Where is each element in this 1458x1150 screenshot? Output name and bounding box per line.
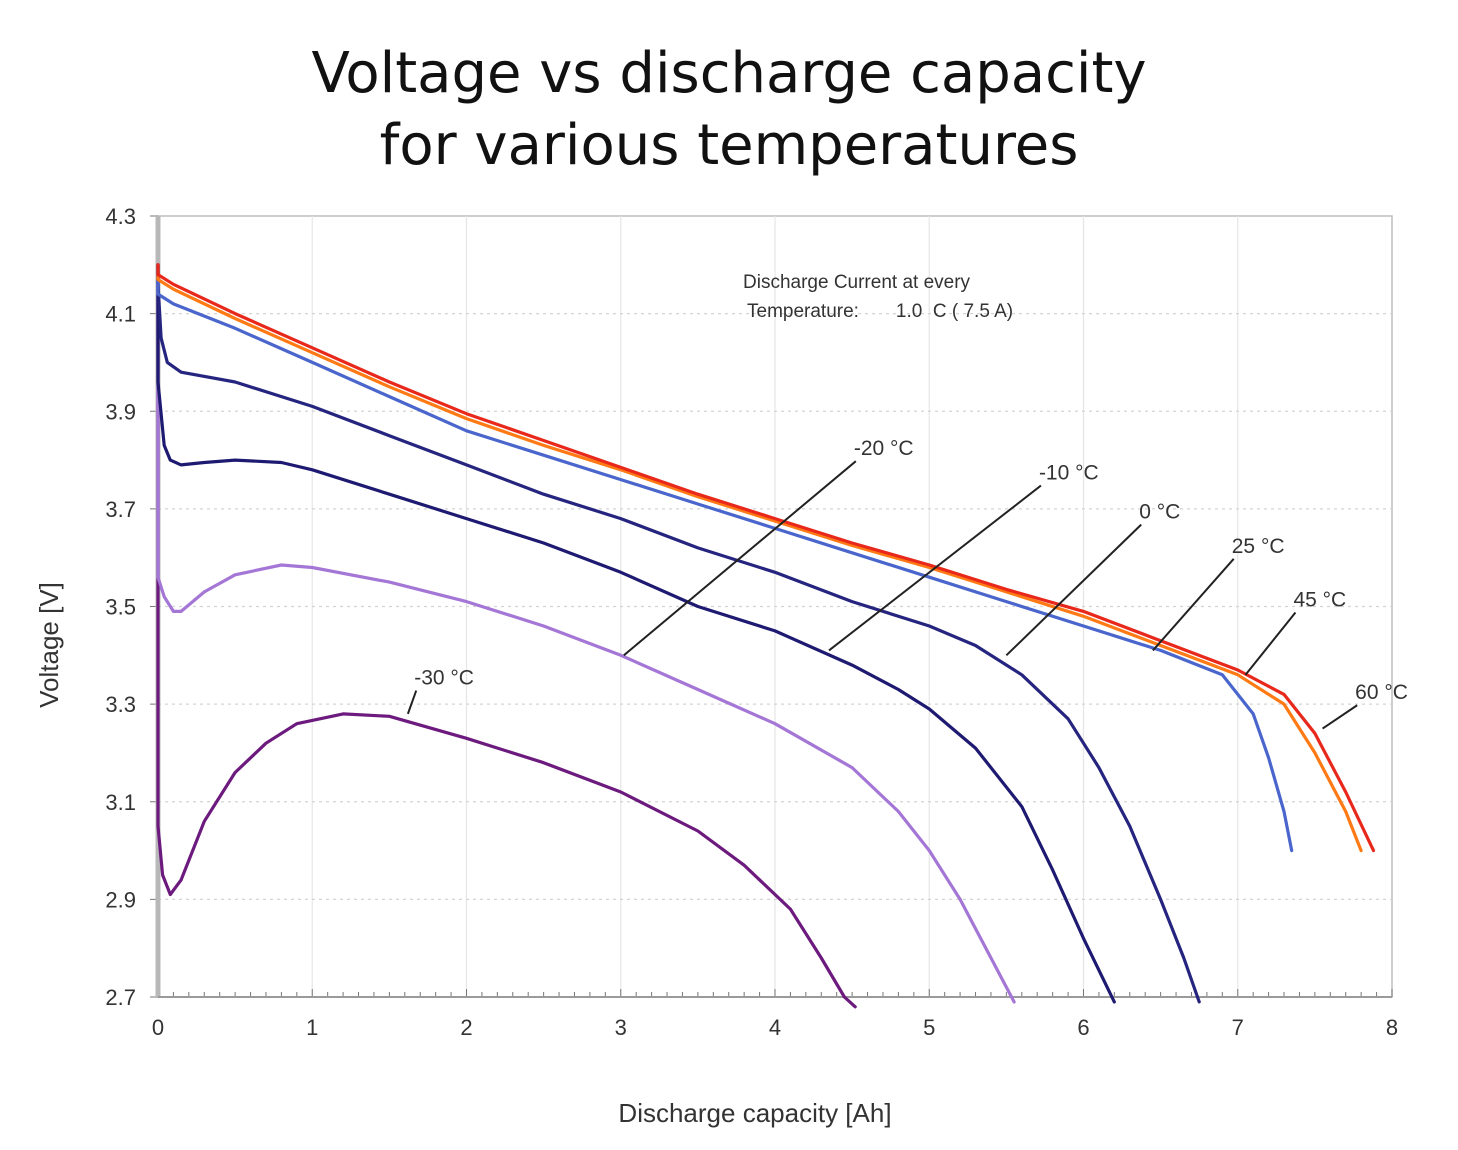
y-tick-label: 2.7 <box>105 985 136 1010</box>
series-callout-label: 25 °C <box>1232 535 1285 558</box>
chart-title-line2: for various temperatures <box>379 113 1079 178</box>
callout-leader <box>1152 558 1235 652</box>
y-tick-label: 3.1 <box>105 790 136 815</box>
series-callout-label: -30 °C <box>414 667 474 690</box>
callout-leader <box>828 484 1042 652</box>
series-line--10c <box>156 263 1116 1004</box>
callout-leader <box>623 460 857 657</box>
y-axis-label: Voltage [V] <box>34 582 64 708</box>
annotation-line1: Discharge Current at every <box>743 272 971 293</box>
series-line-0c <box>156 263 1201 1004</box>
callout-leaders: -30 °C -20 °C -10 °C 0 °C 25 °C 45 °C 60 °C <box>406 437 1408 730</box>
x-tick-label: 1 <box>306 1015 318 1040</box>
series-line--20c <box>156 263 1016 1004</box>
series-callout-label: 60 °C <box>1355 681 1408 704</box>
x-tick-label: 2 <box>460 1015 472 1040</box>
series-line-45c <box>156 263 1363 853</box>
y-tick-label: 4.1 <box>105 302 136 327</box>
y-tick-label: 3.7 <box>105 497 136 522</box>
callout-leader <box>406 690 418 715</box>
series-callout-label: -10 °C <box>1039 462 1099 485</box>
y-tick-label: 3.3 <box>105 692 136 717</box>
series-line-60c <box>156 263 1376 853</box>
series-callout-label: 45 °C <box>1293 589 1346 612</box>
chart-title: Voltage vs discharge capacity for variou… <box>0 38 1458 182</box>
x-tick-label: 7 <box>1232 1015 1244 1040</box>
y-tick-label: 3.5 <box>105 595 136 620</box>
callout-leader <box>1244 611 1297 676</box>
callout-leader <box>1322 704 1358 730</box>
x-tick-label: 0 <box>152 1015 164 1040</box>
x-tick-label: 6 <box>1077 1015 1089 1040</box>
x-tick-label: 5 <box>923 1015 935 1040</box>
grid-lines <box>157 215 1393 998</box>
series-line--30c <box>156 263 857 1009</box>
series-callout-label: 0 °C <box>1139 501 1180 524</box>
x-axis-label: Discharge capacity [Ah] <box>618 1098 891 1128</box>
y-tick-label: 2.9 <box>105 887 136 912</box>
annotation-line2: Temperature: 1.0 C ( 7.5 A) <box>747 301 1013 322</box>
callout-leader <box>1005 523 1142 657</box>
series-callout-label: -20 °C <box>854 437 914 460</box>
y-tick-label: 4.3 <box>105 204 136 229</box>
chart-title-line1: Voltage vs discharge capacity <box>311 41 1147 106</box>
x-tick-label: 4 <box>769 1015 781 1040</box>
x-tick-label: 3 <box>615 1015 627 1040</box>
series-lines <box>156 263 1376 1009</box>
x-tick-label: 8 <box>1386 1015 1398 1040</box>
y-tick-label: 3.9 <box>105 399 136 424</box>
